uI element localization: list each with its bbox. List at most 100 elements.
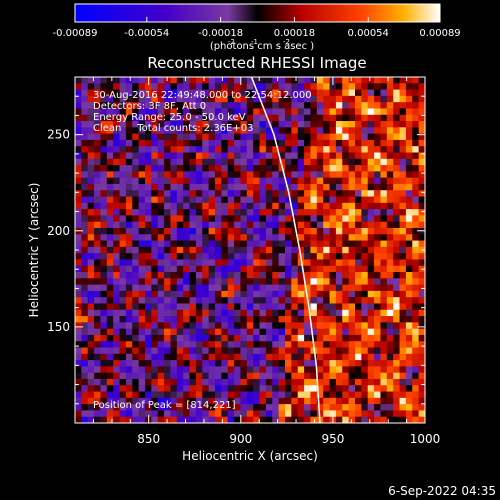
heatmap-cell	[189, 416, 197, 423]
heatmap-cell	[265, 378, 273, 386]
heatmap-cell	[386, 139, 394, 147]
heatmap-cell	[157, 95, 165, 103]
heatmap-cell	[265, 102, 273, 109]
heatmap-cell	[291, 177, 299, 185]
heatmap-cell	[240, 146, 248, 153]
heatmap-cell	[355, 297, 362, 304]
heatmap-cell	[316, 158, 324, 166]
heatmap-cell	[310, 127, 318, 135]
heatmap-cell	[272, 391, 280, 399]
heatmap-cell	[386, 316, 394, 323]
heatmap-cell	[335, 378, 343, 386]
heatmap-cell	[253, 202, 260, 210]
heatmap-cell	[240, 284, 248, 292]
heatmap-cell	[285, 259, 292, 267]
heatmap-cell	[75, 196, 82, 204]
heatmap-cell	[100, 190, 108, 197]
heatmap-cell	[202, 303, 210, 311]
heatmap-cell	[265, 158, 273, 166]
heatmap-cell	[374, 139, 381, 147]
heatmap-cell	[145, 334, 152, 342]
heatmap-cell	[272, 265, 280, 273]
heatmap-cell	[246, 334, 254, 342]
heatmap-cell	[234, 209, 241, 216]
heatmap-cell	[75, 353, 82, 361]
heatmap-cell	[272, 177, 280, 185]
heatmap-cell	[246, 309, 254, 317]
heatmap-cell	[227, 190, 235, 197]
heatmap-cell	[113, 366, 120, 374]
heatmap-cell	[361, 114, 369, 122]
heatmap-cell	[323, 139, 330, 147]
heatmap-cell	[374, 259, 381, 267]
heatmap-cell	[393, 127, 400, 135]
heatmap-cell	[418, 372, 425, 380]
heatmap-cell	[100, 165, 108, 172]
heatmap-cell	[138, 102, 146, 109]
heatmap-cell	[176, 397, 184, 405]
heatmap-cell	[221, 102, 229, 109]
heatmap-cell	[87, 378, 95, 386]
heatmap-cell	[145, 253, 152, 260]
heatmap-cell	[227, 246, 235, 254]
heatmap-cell	[227, 366, 235, 374]
heatmap-cell	[418, 108, 425, 116]
heatmap-cell	[348, 246, 356, 254]
heatmap-cell	[285, 278, 292, 285]
heatmap-cell	[81, 353, 89, 361]
heatmap-cell	[412, 272, 420, 279]
heatmap-cell	[183, 385, 190, 392]
heatmap-cell	[227, 290, 235, 298]
heatmap-cell	[113, 114, 120, 122]
heatmap-cell	[221, 360, 229, 367]
heatmap-cell	[323, 152, 330, 160]
heatmap-cell	[106, 378, 114, 386]
heatmap-cell	[189, 404, 197, 411]
heatmap-cell	[335, 83, 343, 90]
heatmap-cell	[291, 334, 299, 342]
heatmap-cell	[125, 152, 133, 160]
heatmap-cell	[361, 272, 369, 279]
heatmap-cell	[132, 290, 140, 298]
heatmap-cell	[189, 297, 197, 304]
heatmap-cell	[138, 397, 146, 405]
heatmap-cell	[227, 240, 235, 248]
heatmap-cell	[75, 158, 82, 166]
heatmap-cell	[399, 240, 407, 248]
heatmap-cell	[75, 328, 82, 336]
heatmap-cell	[113, 190, 120, 197]
heatmap-cell	[234, 309, 241, 317]
heatmap-cell	[285, 391, 292, 399]
heatmap-cell	[183, 265, 190, 273]
heatmap-cell	[221, 372, 229, 380]
heatmap-cell	[195, 139, 203, 147]
heatmap-cell	[374, 102, 381, 109]
heatmap-cell	[316, 227, 324, 235]
heatmap-cell	[119, 416, 127, 423]
heatmap-cell	[94, 196, 101, 204]
heatmap-cell	[189, 265, 197, 273]
heatmap-cell	[418, 303, 425, 311]
heatmap-cell	[157, 246, 165, 254]
heatmap-cell	[183, 158, 190, 166]
heatmap-cell	[393, 322, 400, 330]
heatmap-cell	[138, 322, 146, 330]
heatmap-cell	[240, 404, 248, 411]
heatmap-cell	[380, 353, 388, 361]
heatmap-cell	[316, 77, 324, 84]
heatmap-cell	[94, 366, 101, 374]
heatmap-cell	[164, 290, 171, 298]
heatmap-cell	[157, 127, 165, 135]
heatmap-cell	[386, 378, 394, 386]
heatmap-cell	[195, 290, 203, 298]
heatmap-cell	[335, 234, 343, 241]
heatmap-cell	[151, 322, 159, 330]
heatmap-cell	[291, 253, 299, 260]
heatmap-cell	[119, 240, 127, 248]
heatmap-cell	[138, 133, 146, 141]
heatmap-cell	[278, 114, 286, 122]
heatmap-cell	[113, 303, 120, 311]
heatmap-cell	[374, 391, 381, 399]
heatmap-cell	[304, 240, 311, 248]
heatmap-cell	[151, 353, 159, 361]
